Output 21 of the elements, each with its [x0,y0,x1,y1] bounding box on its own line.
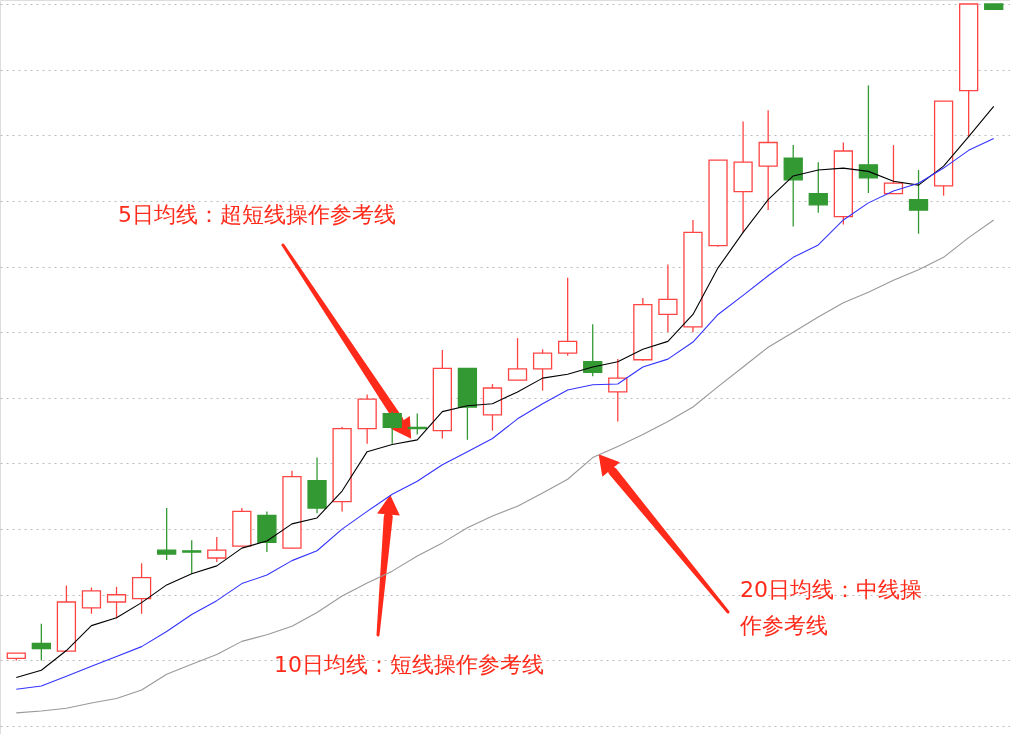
candlestick [507,337,528,381]
candlestick [758,109,778,211]
annotation: 20日均线：中线操作参考线 [739,577,922,638]
candlestick [182,539,202,575]
candlestick [558,277,578,357]
candlestick [532,348,553,392]
candlestick [81,586,102,615]
annotation: 10日均线：短线操作参考线 [274,652,544,677]
candlestick [382,410,402,445]
candlestick [31,622,51,662]
candlestick [908,169,929,235]
annotation: 5日均线：超短线操作参考线 [118,202,396,227]
candlestick [858,84,879,194]
candlestick [808,161,828,214]
candlestick [207,536,227,563]
candlestick [783,144,803,228]
candlestick [157,507,177,561]
candlestick [608,358,628,423]
candlestick [131,562,152,615]
candlestick [106,586,127,620]
candlestick [658,263,678,333]
